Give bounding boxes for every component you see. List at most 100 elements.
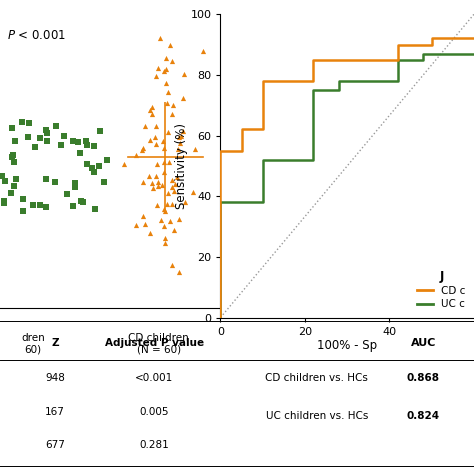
Point xyxy=(173,173,181,181)
Point xyxy=(25,133,32,141)
Point xyxy=(162,55,170,62)
Point xyxy=(171,187,178,194)
Point xyxy=(0,172,5,180)
Text: 0.868: 0.868 xyxy=(407,373,440,383)
X-axis label: 100% - Sp: 100% - Sp xyxy=(317,339,377,352)
Point xyxy=(164,100,171,107)
Point xyxy=(160,137,167,145)
Point xyxy=(132,151,140,159)
Point xyxy=(146,173,153,180)
Point xyxy=(7,190,15,197)
Point xyxy=(70,137,77,145)
Point xyxy=(146,136,154,144)
Point xyxy=(43,203,50,211)
Point xyxy=(148,103,155,111)
Point xyxy=(61,132,68,140)
Point xyxy=(154,201,161,209)
Text: 167: 167 xyxy=(45,407,65,417)
Point xyxy=(153,172,160,180)
Point xyxy=(169,176,176,184)
Point xyxy=(120,160,128,168)
Point xyxy=(200,47,207,55)
Point xyxy=(162,239,169,247)
Point xyxy=(13,175,20,183)
Point xyxy=(176,139,183,146)
Point xyxy=(53,122,60,130)
Point xyxy=(0,200,8,207)
Point xyxy=(164,88,172,96)
Point xyxy=(100,178,108,186)
Point xyxy=(20,195,27,202)
Point xyxy=(95,163,103,170)
Point xyxy=(139,144,147,152)
Point xyxy=(138,146,146,154)
Point xyxy=(31,143,39,151)
Point xyxy=(51,178,58,186)
Point xyxy=(42,175,49,182)
Point xyxy=(96,127,104,135)
Point xyxy=(160,145,168,152)
Point xyxy=(88,164,95,172)
Point xyxy=(164,128,172,136)
Point xyxy=(141,220,149,228)
Point xyxy=(152,140,160,148)
Point xyxy=(163,65,170,73)
Point xyxy=(74,138,82,146)
Point xyxy=(10,182,18,190)
Point xyxy=(148,110,156,118)
Point xyxy=(29,201,37,209)
Point xyxy=(146,229,154,237)
Point xyxy=(166,41,174,49)
Point xyxy=(155,178,162,185)
Text: AUC: AUC xyxy=(410,338,436,348)
Text: dren
60): dren 60) xyxy=(21,333,45,355)
Point xyxy=(139,212,147,220)
Point xyxy=(71,179,78,187)
Point xyxy=(160,222,168,230)
Point xyxy=(0,197,8,205)
Text: <0.001: <0.001 xyxy=(135,373,173,383)
Point xyxy=(181,198,189,206)
Point xyxy=(168,110,176,118)
Point xyxy=(8,153,16,161)
Point xyxy=(69,202,77,210)
Point xyxy=(179,128,187,135)
Point xyxy=(175,268,183,276)
Point xyxy=(141,122,149,129)
Point xyxy=(148,179,156,187)
Point xyxy=(169,101,176,109)
Text: 0.824: 0.824 xyxy=(407,411,440,421)
Point xyxy=(90,143,97,150)
Text: 0.281: 0.281 xyxy=(139,440,169,450)
Point xyxy=(71,183,79,191)
Point xyxy=(152,73,160,80)
Point xyxy=(180,70,188,78)
Point xyxy=(165,158,173,165)
Point xyxy=(91,205,99,213)
Text: $\it{P}$ < 0.001: $\it{P}$ < 0.001 xyxy=(7,29,65,42)
Point xyxy=(77,197,85,204)
Point xyxy=(43,129,51,137)
Point xyxy=(156,35,164,42)
Point xyxy=(179,94,187,102)
Point xyxy=(10,158,18,166)
Point xyxy=(160,169,167,176)
Point xyxy=(80,198,87,205)
Point xyxy=(36,135,44,142)
Text: Adjusted P value: Adjusted P value xyxy=(105,338,204,348)
Point xyxy=(151,133,158,140)
Point xyxy=(178,132,185,140)
Point xyxy=(12,137,19,145)
Point xyxy=(91,169,98,176)
Point xyxy=(158,181,166,189)
Point xyxy=(9,151,17,158)
Point xyxy=(149,184,157,192)
Y-axis label: Sensitivity (%): Sensitivity (%) xyxy=(174,123,188,209)
Point xyxy=(146,107,154,114)
Point xyxy=(162,80,170,87)
Point xyxy=(153,161,161,168)
Point xyxy=(168,200,176,208)
Point xyxy=(25,119,33,127)
Point xyxy=(82,137,90,145)
Point xyxy=(160,158,167,165)
